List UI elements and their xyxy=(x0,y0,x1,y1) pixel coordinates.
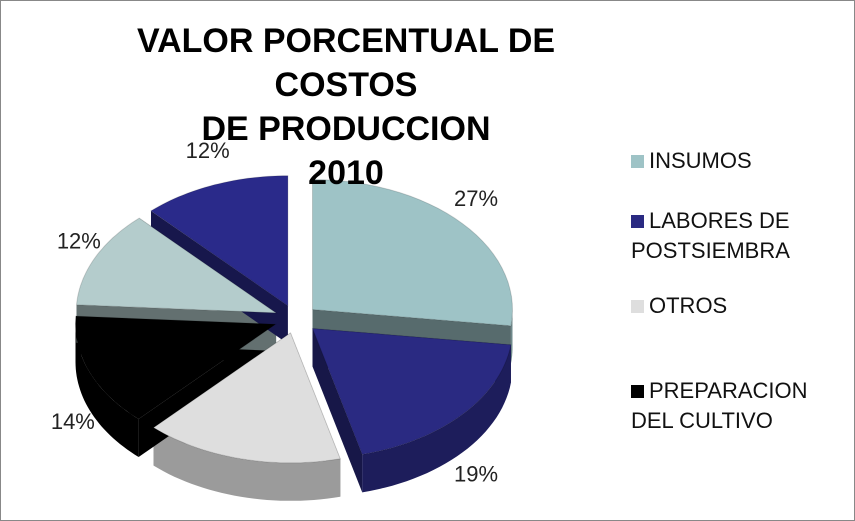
legend-label: PREPARACION DEL CULTIVO xyxy=(631,378,808,433)
legend-swatch xyxy=(631,155,644,168)
legend-label: LABORES DE POSTSIEMBRA xyxy=(631,208,790,263)
legend-item: LABORES DE POSTSIEMBRA xyxy=(631,206,841,266)
slice xyxy=(152,332,341,464)
legend-label: OTROS xyxy=(649,293,728,318)
data-label: 14% xyxy=(51,409,95,434)
legend-swatch xyxy=(631,300,644,313)
data-label: 12% xyxy=(186,138,230,163)
slice-side xyxy=(75,324,139,457)
data-label: 19% xyxy=(454,461,498,486)
slice xyxy=(311,178,514,327)
slice-side xyxy=(362,344,511,493)
legend-label: INSUMOS xyxy=(649,148,752,173)
data-label: 27% xyxy=(454,186,498,211)
slice-side xyxy=(153,427,341,501)
chart-title: VALOR PORCENTUAL DE COSTOS DE PRODUCCION… xyxy=(136,22,556,192)
slice-side xyxy=(312,328,363,493)
slice-side xyxy=(510,309,513,364)
slice xyxy=(150,175,289,307)
pie-plot: 27% 19% 16% 14% 12% 12% xyxy=(51,138,514,520)
legend-swatch xyxy=(631,215,644,228)
slice xyxy=(311,327,512,455)
legend-item: PREPARACION DEL CULTIVO xyxy=(631,376,841,436)
legend-swatch xyxy=(631,385,644,398)
slice xyxy=(74,315,278,420)
legend-item: OTROS xyxy=(631,291,841,321)
data-label: 12% xyxy=(57,228,101,253)
legend-item: INSUMOS xyxy=(631,146,841,176)
slice xyxy=(75,217,278,314)
data-label: 16% xyxy=(214,517,258,520)
